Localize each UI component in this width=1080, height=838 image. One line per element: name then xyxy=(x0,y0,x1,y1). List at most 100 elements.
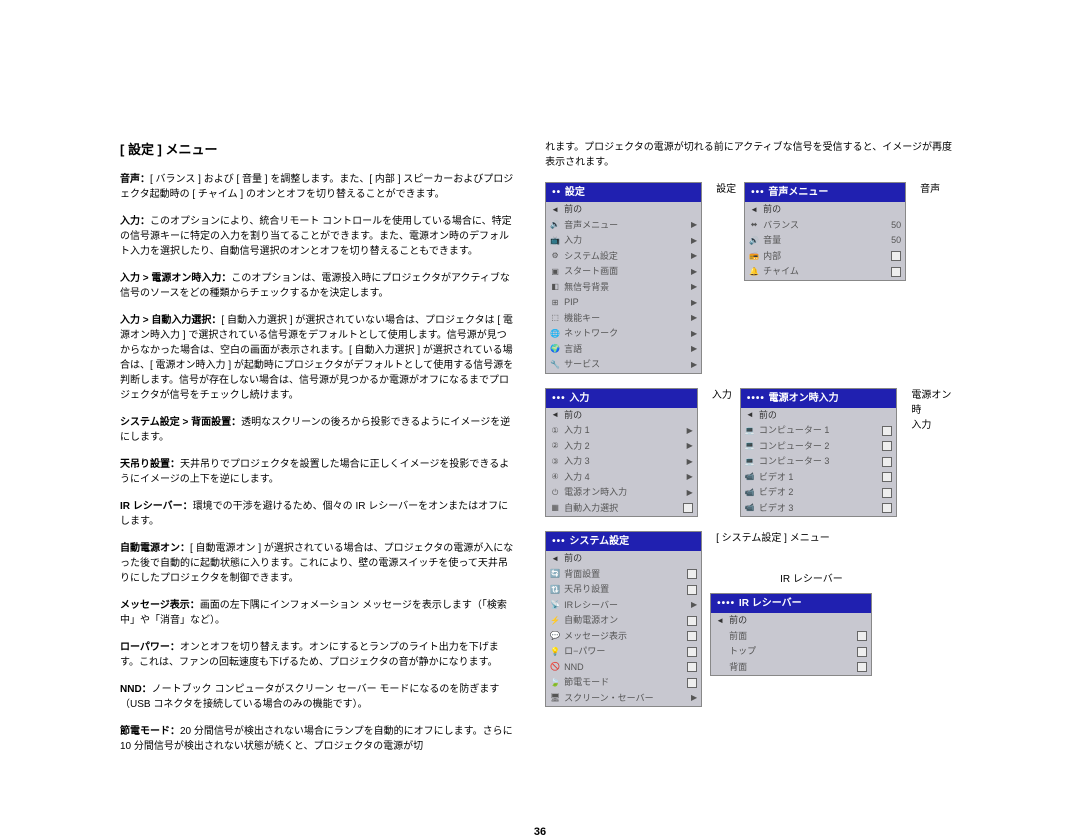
menu-icon: 🔧 xyxy=(550,360,560,370)
menu-icon: ⚙ xyxy=(550,251,560,261)
menu-icon xyxy=(715,631,725,641)
checkbox-icon xyxy=(891,251,901,261)
checkbox-icon xyxy=(687,662,697,672)
menu-nyuryoku: ••• 入力◄前の①入力 1▶②入力 2▶③入力 3▶④入力 4▶⏻電源オン時入… xyxy=(545,388,698,518)
menu-item: 🔊音声メニュー▶ xyxy=(546,218,701,234)
menu-item-label: チャイム xyxy=(763,265,887,279)
menu-icon: 🔔 xyxy=(749,267,759,277)
page-title: [ 設定 ] メニュー xyxy=(120,140,515,160)
menu-icon: 🍃 xyxy=(550,678,560,688)
menu-item: トップ xyxy=(711,644,871,660)
menu-icon: 📹 xyxy=(745,488,755,498)
menu-header: •••• 電源オン時入力 xyxy=(741,389,897,408)
chevron-right-icon: ▶ xyxy=(691,219,697,231)
menu-item-label: 前の xyxy=(729,614,867,628)
chevron-right-icon: ▶ xyxy=(691,359,697,371)
menu-item-label: バランス xyxy=(763,219,887,233)
menu-icon xyxy=(715,662,725,672)
menu-item-label: 背面 xyxy=(729,661,853,675)
menu-item-label: 音量 xyxy=(763,234,887,248)
menu-item: ⊞PIP▶ xyxy=(546,295,701,311)
menu-icon: 🌍 xyxy=(550,344,560,354)
menu-item-label: 内部 xyxy=(763,250,887,264)
menu-item-label: コンピューター 2 xyxy=(759,440,879,454)
menu-header: ••• システム設定 xyxy=(546,532,701,551)
menu-item: 🖥スクリーン・セーバー▶ xyxy=(546,691,701,707)
menu-icon: 🔊 xyxy=(749,236,759,246)
menu-item: ◄前の xyxy=(546,202,701,218)
menu-item: 🌍言語▶ xyxy=(546,342,701,358)
menu-icon: 🔄 xyxy=(550,569,560,579)
chevron-right-icon: ▶ xyxy=(691,328,697,340)
menu-item: ④入力 4▶ xyxy=(546,470,697,486)
checkbox-icon xyxy=(891,267,901,277)
menu-icon: 📻 xyxy=(749,251,759,261)
menu-system: ••• システム設定◄前の🔄背面設置🔃天吊り設置📡IRレシーバー▶⚡自動電源オン… xyxy=(545,531,702,707)
left-column: [ 設定 ] メニュー 音声：[ バランス ] および [ 音量 ] を調整しま… xyxy=(120,140,515,766)
menu-icon: 🖥 xyxy=(550,693,560,703)
checkbox-icon xyxy=(882,426,892,436)
menu-item: 📹ビデオ 2 xyxy=(741,485,897,501)
menu-item: ⏻電源オン時入力▶ xyxy=(546,485,697,501)
menu-item: ⚡ 自動電源オン xyxy=(546,613,701,629)
chevron-right-icon: ▶ xyxy=(691,235,697,247)
chevron-right-icon: ▶ xyxy=(691,599,697,611)
menu-item-label: コンピューター 3 xyxy=(759,455,879,469)
checkbox-icon xyxy=(687,631,697,641)
menu-item-label: スタート画面 xyxy=(564,265,687,279)
chevron-right-icon: ▶ xyxy=(687,471,693,483)
chevron-right-icon: ▶ xyxy=(687,440,693,452)
menu-icon: 💻 xyxy=(745,457,755,467)
menu-item: 背面 xyxy=(711,660,871,676)
menu-item-label: 入力 1 xyxy=(564,424,683,438)
menu-item-label: 前の xyxy=(564,552,697,566)
chevron-right-icon: ▶ xyxy=(691,297,697,309)
menu-header: •• 設定 xyxy=(546,183,701,202)
menu-item: 📹ビデオ 3 xyxy=(741,501,897,517)
menu-item: ▣スタート画面▶ xyxy=(546,264,701,280)
menu-icon: 🔃 xyxy=(550,585,560,595)
menu-item-label: 言語 xyxy=(564,343,687,357)
menu-item-label: 天吊り設置 xyxy=(564,583,683,597)
menu-item-label: 前面 xyxy=(729,630,853,644)
menu-icon: ⚡ xyxy=(550,616,560,626)
menu-row: ••• 入力◄前の①入力 1▶②入力 2▶③入力 3▶④入力 4▶⏻電源オン時入… xyxy=(545,388,960,518)
caption: IR レシーバー xyxy=(780,572,872,587)
menu-item-label: ビデオ 3 xyxy=(759,502,879,516)
menu-icon: ③ xyxy=(550,457,560,467)
menu-item: ⬚機能キー▶ xyxy=(546,311,701,327)
checkbox-icon xyxy=(687,569,697,579)
menu-item: 🔃 天吊り設置 xyxy=(546,582,701,598)
menu-item-label: メッセージ表示 xyxy=(564,630,683,644)
menu-icon: ▣ xyxy=(550,267,560,277)
menu-icon: ① xyxy=(550,426,560,436)
menu-icon: 💻 xyxy=(745,441,755,451)
menu-item: ③入力 3▶ xyxy=(546,454,697,470)
menu-item-label: 前の xyxy=(564,409,693,423)
menu-icon: 🚫 xyxy=(550,662,560,672)
menu-settei: •• 設定◄前の🔊音声メニュー▶📺入力▶⚙システム設定▶▣スタート画面▶◧無信号… xyxy=(545,182,702,374)
menu-item: ◄前の xyxy=(711,613,871,629)
chevron-right-icon: ▶ xyxy=(687,456,693,468)
menu-item: 🔧サービス▶ xyxy=(546,357,701,373)
menu-item: ◄前の xyxy=(741,408,897,424)
menu-icon xyxy=(715,647,725,657)
menu-dengen: •••• 電源オン時入力◄前の💻コンピューター 1💻コンピューター 2💻コンピュ… xyxy=(740,388,898,518)
menu-item: 💻 コンピューター 3 xyxy=(741,454,897,470)
chevron-right-icon: ▶ xyxy=(687,425,693,437)
chevron-right-icon: ▶ xyxy=(691,692,697,704)
menu-item: 🌐ネットワーク▶ xyxy=(546,326,701,342)
menu-item: 📹ビデオ 1 xyxy=(741,470,897,486)
intro-text: れます。プロジェクタの電源が切れる前にアクティブな信号を受信すると、イメージが再… xyxy=(545,140,960,170)
caption: [ システム設定 ] メニュー xyxy=(716,531,872,546)
menu-row: •• 設定◄前の🔊音声メニュー▶📺入力▶⚙システム設定▶▣スタート画面▶◧無信号… xyxy=(545,182,960,374)
menu-item: 📺入力▶ xyxy=(546,233,701,249)
menu-item-label: ビデオ 1 xyxy=(759,471,879,485)
page-number: 36 xyxy=(0,826,1080,838)
menu-item: ◄前の xyxy=(745,202,905,218)
right-column: れます。プロジェクタの電源が切れる前にアクティブな信号を受信すると、イメージが再… xyxy=(545,140,960,766)
menu-row: ••• システム設定◄前の🔄背面設置🔃天吊り設置📡IRレシーバー▶⚡自動電源オン… xyxy=(545,531,960,707)
menu-item-label: 自動電源オン xyxy=(564,614,683,628)
menu-icon: 📡 xyxy=(550,600,560,610)
menu-item: 💬メッセージ表示 xyxy=(546,629,701,645)
